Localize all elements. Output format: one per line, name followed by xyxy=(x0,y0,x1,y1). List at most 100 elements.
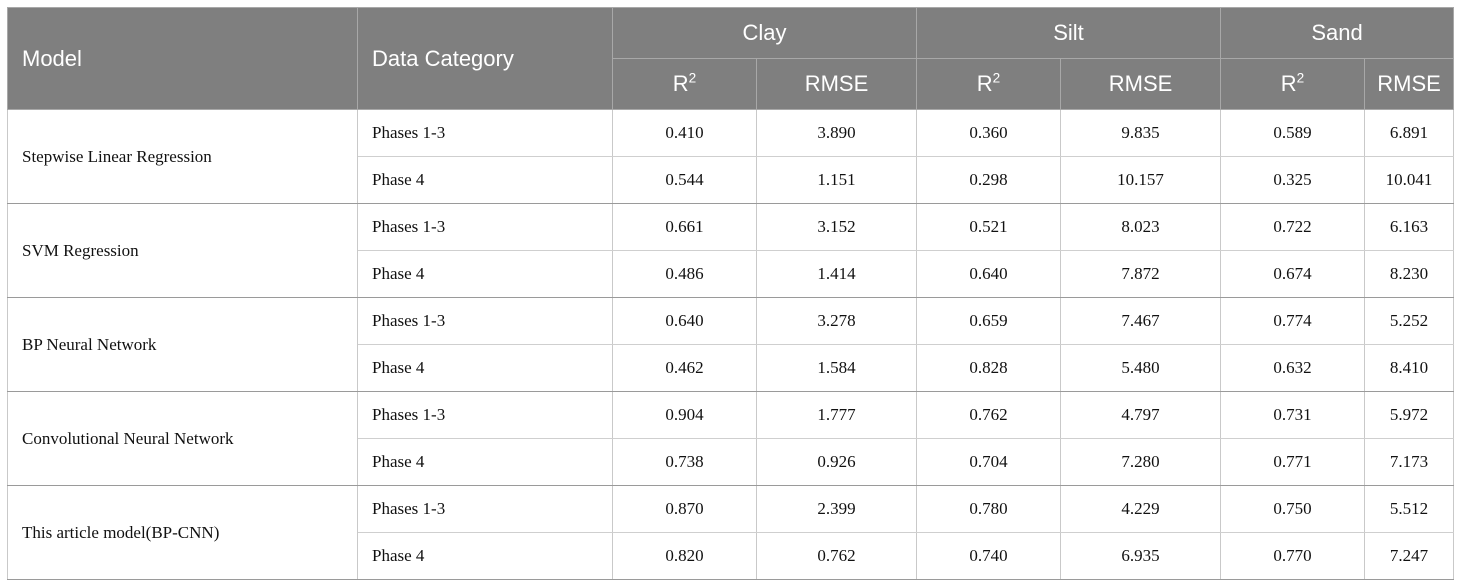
silt-r2-cell: 0.740 xyxy=(916,532,1062,580)
clay-rmse-cell: 0.926 xyxy=(755,438,918,486)
data-category-cell: Phases 1-3 xyxy=(357,485,613,533)
silt-r2-cell: 0.762 xyxy=(916,391,1062,439)
sand-rmse-cell: 10.041 xyxy=(1364,156,1455,204)
silt-rmse-cell: 9.835 xyxy=(1060,109,1222,157)
clay-r2-cell: 0.486 xyxy=(612,250,757,298)
sand-r2-cell: 0.674 xyxy=(1220,250,1366,298)
sand-rmse-cell: 7.173 xyxy=(1364,438,1455,486)
model-name-cell: Stepwise Linear Regression xyxy=(7,109,358,204)
silt-rmse-cell: 10.157 xyxy=(1060,156,1222,204)
sand-rmse-cell: 8.230 xyxy=(1364,250,1455,298)
header-data-category: Data Category xyxy=(357,7,613,110)
table-header: Model Data Category Clay Silt Sand R2 RM… xyxy=(7,7,1455,110)
clay-r2-cell: 0.904 xyxy=(612,391,757,439)
silt-rmse-cell: 8.023 xyxy=(1060,203,1222,251)
results-table: Model Data Category Clay Silt Sand R2 RM… xyxy=(7,7,1455,580)
sand-rmse-cell: 5.252 xyxy=(1364,297,1455,345)
data-category-cell: Phase 4 xyxy=(357,344,613,392)
sand-r2-cell: 0.770 xyxy=(1220,532,1366,580)
table-body: Stepwise Linear Regression Phases 1-3 0.… xyxy=(7,109,1455,580)
silt-rmse-cell: 7.280 xyxy=(1060,438,1222,486)
table-row: Convolutional Neural Network Phases 1-3 … xyxy=(7,391,1455,486)
sand-r2-cell: 0.325 xyxy=(1220,156,1366,204)
model-name-cell: SVM Regression xyxy=(7,203,358,298)
header-sand-rmse: RMSE xyxy=(1364,58,1455,110)
data-category-cell: Phase 4 xyxy=(357,532,613,580)
silt-rmse-cell: 4.797 xyxy=(1060,391,1222,439)
sand-rmse-cell: 8.410 xyxy=(1364,344,1455,392)
header-silt-r2: R2 xyxy=(916,58,1062,110)
header-clay-rmse: RMSE xyxy=(755,58,918,110)
table-row: Phase 4 0.486 1.414 0.640 7.872 0.674 8.… xyxy=(8,250,1455,298)
clay-rmse-cell: 1.777 xyxy=(755,391,918,439)
clay-r2-cell: 0.410 xyxy=(612,109,757,157)
clay-r2-cell: 0.544 xyxy=(612,156,757,204)
sand-rmse-cell: 6.891 xyxy=(1364,109,1455,157)
model-name-cell: BP Neural Network xyxy=(7,297,358,392)
silt-r2-cell: 0.659 xyxy=(916,297,1062,345)
header-group-sand: Sand xyxy=(1220,7,1455,59)
table-row: Phase 4 0.820 0.762 0.740 6.935 0.770 7.… xyxy=(8,532,1455,580)
sand-rmse-cell: 5.972 xyxy=(1364,391,1455,439)
clay-rmse-cell: 1.584 xyxy=(755,344,918,392)
table-row: Phase 4 0.738 0.926 0.704 7.280 0.771 7.… xyxy=(8,438,1455,486)
clay-r2-cell: 0.870 xyxy=(612,485,757,533)
model-name-cell: Convolutional Neural Network xyxy=(7,391,358,486)
clay-r2-cell: 0.462 xyxy=(612,344,757,392)
sand-r2-cell: 0.589 xyxy=(1220,109,1366,157)
sand-rmse-cell: 6.163 xyxy=(1364,203,1455,251)
data-category-cell: Phase 4 xyxy=(357,438,613,486)
header-group-clay: Clay xyxy=(611,7,918,59)
sand-r2-cell: 0.774 xyxy=(1220,297,1366,345)
model-name-cell: This article model(BP-CNN) xyxy=(7,485,358,580)
clay-rmse-cell: 1.151 xyxy=(755,156,918,204)
header-sand-r2: R2 xyxy=(1220,58,1366,110)
data-category-cell: Phases 1-3 xyxy=(357,203,613,251)
silt-r2-cell: 0.828 xyxy=(916,344,1062,392)
sand-r2-cell: 0.722 xyxy=(1220,203,1366,251)
data-category-cell: Phase 4 xyxy=(357,250,613,298)
silt-rmse-cell: 4.229 xyxy=(1060,485,1222,533)
clay-rmse-cell: 3.890 xyxy=(755,109,918,157)
clay-r2-cell: 0.640 xyxy=(612,297,757,345)
silt-r2-cell: 0.640 xyxy=(916,250,1062,298)
silt-rmse-cell: 5.480 xyxy=(1060,344,1222,392)
sand-r2-cell: 0.750 xyxy=(1220,485,1366,533)
sand-rmse-cell: 5.512 xyxy=(1364,485,1455,533)
silt-rmse-cell: 7.467 xyxy=(1060,297,1222,345)
table-row: Stepwise Linear Regression Phases 1-3 0.… xyxy=(7,109,1455,204)
clay-rmse-cell: 1.414 xyxy=(755,250,918,298)
sand-r2-cell: 0.632 xyxy=(1220,344,1366,392)
data-category-cell: Phases 1-3 xyxy=(357,109,613,157)
silt-r2-cell: 0.704 xyxy=(916,438,1062,486)
clay-r2-cell: 0.820 xyxy=(612,532,757,580)
table-row: This article model(BP-CNN) Phases 1-3 0.… xyxy=(7,485,1455,580)
clay-rmse-cell: 3.152 xyxy=(755,203,918,251)
clay-r2-cell: 0.661 xyxy=(612,203,757,251)
table-row: SVM Regression Phases 1-3 0.661 3.152 0.… xyxy=(7,203,1455,298)
header-group-silt: Silt xyxy=(916,7,1222,59)
table-row: Phase 4 0.462 1.584 0.828 5.480 0.632 8.… xyxy=(8,344,1455,392)
results-table-container: Model Data Category Clay Silt Sand R2 RM… xyxy=(7,7,1455,580)
data-category-cell: Phase 4 xyxy=(357,156,613,204)
table-row: Phase 4 0.544 1.151 0.298 10.157 0.325 1… xyxy=(8,156,1455,204)
data-category-cell: Phases 1-3 xyxy=(357,391,613,439)
data-category-cell: Phases 1-3 xyxy=(357,297,613,345)
sand-r2-cell: 0.731 xyxy=(1220,391,1366,439)
header-silt-rmse: RMSE xyxy=(1060,58,1222,110)
silt-r2-cell: 0.780 xyxy=(916,485,1062,533)
table-row: BP Neural Network Phases 1-3 0.640 3.278… xyxy=(7,297,1455,392)
clay-rmse-cell: 3.278 xyxy=(755,297,918,345)
clay-rmse-cell: 2.399 xyxy=(755,485,918,533)
silt-rmse-cell: 6.935 xyxy=(1060,532,1222,580)
sand-r2-cell: 0.771 xyxy=(1220,438,1366,486)
header-clay-r2: R2 xyxy=(612,58,757,110)
silt-r2-cell: 0.360 xyxy=(916,109,1062,157)
sand-rmse-cell: 7.247 xyxy=(1364,532,1455,580)
silt-r2-cell: 0.521 xyxy=(916,203,1062,251)
clay-r2-cell: 0.738 xyxy=(612,438,757,486)
header-model: Model xyxy=(7,7,358,110)
silt-rmse-cell: 7.872 xyxy=(1060,250,1222,298)
clay-rmse-cell: 0.762 xyxy=(755,532,918,580)
silt-r2-cell: 0.298 xyxy=(916,156,1062,204)
